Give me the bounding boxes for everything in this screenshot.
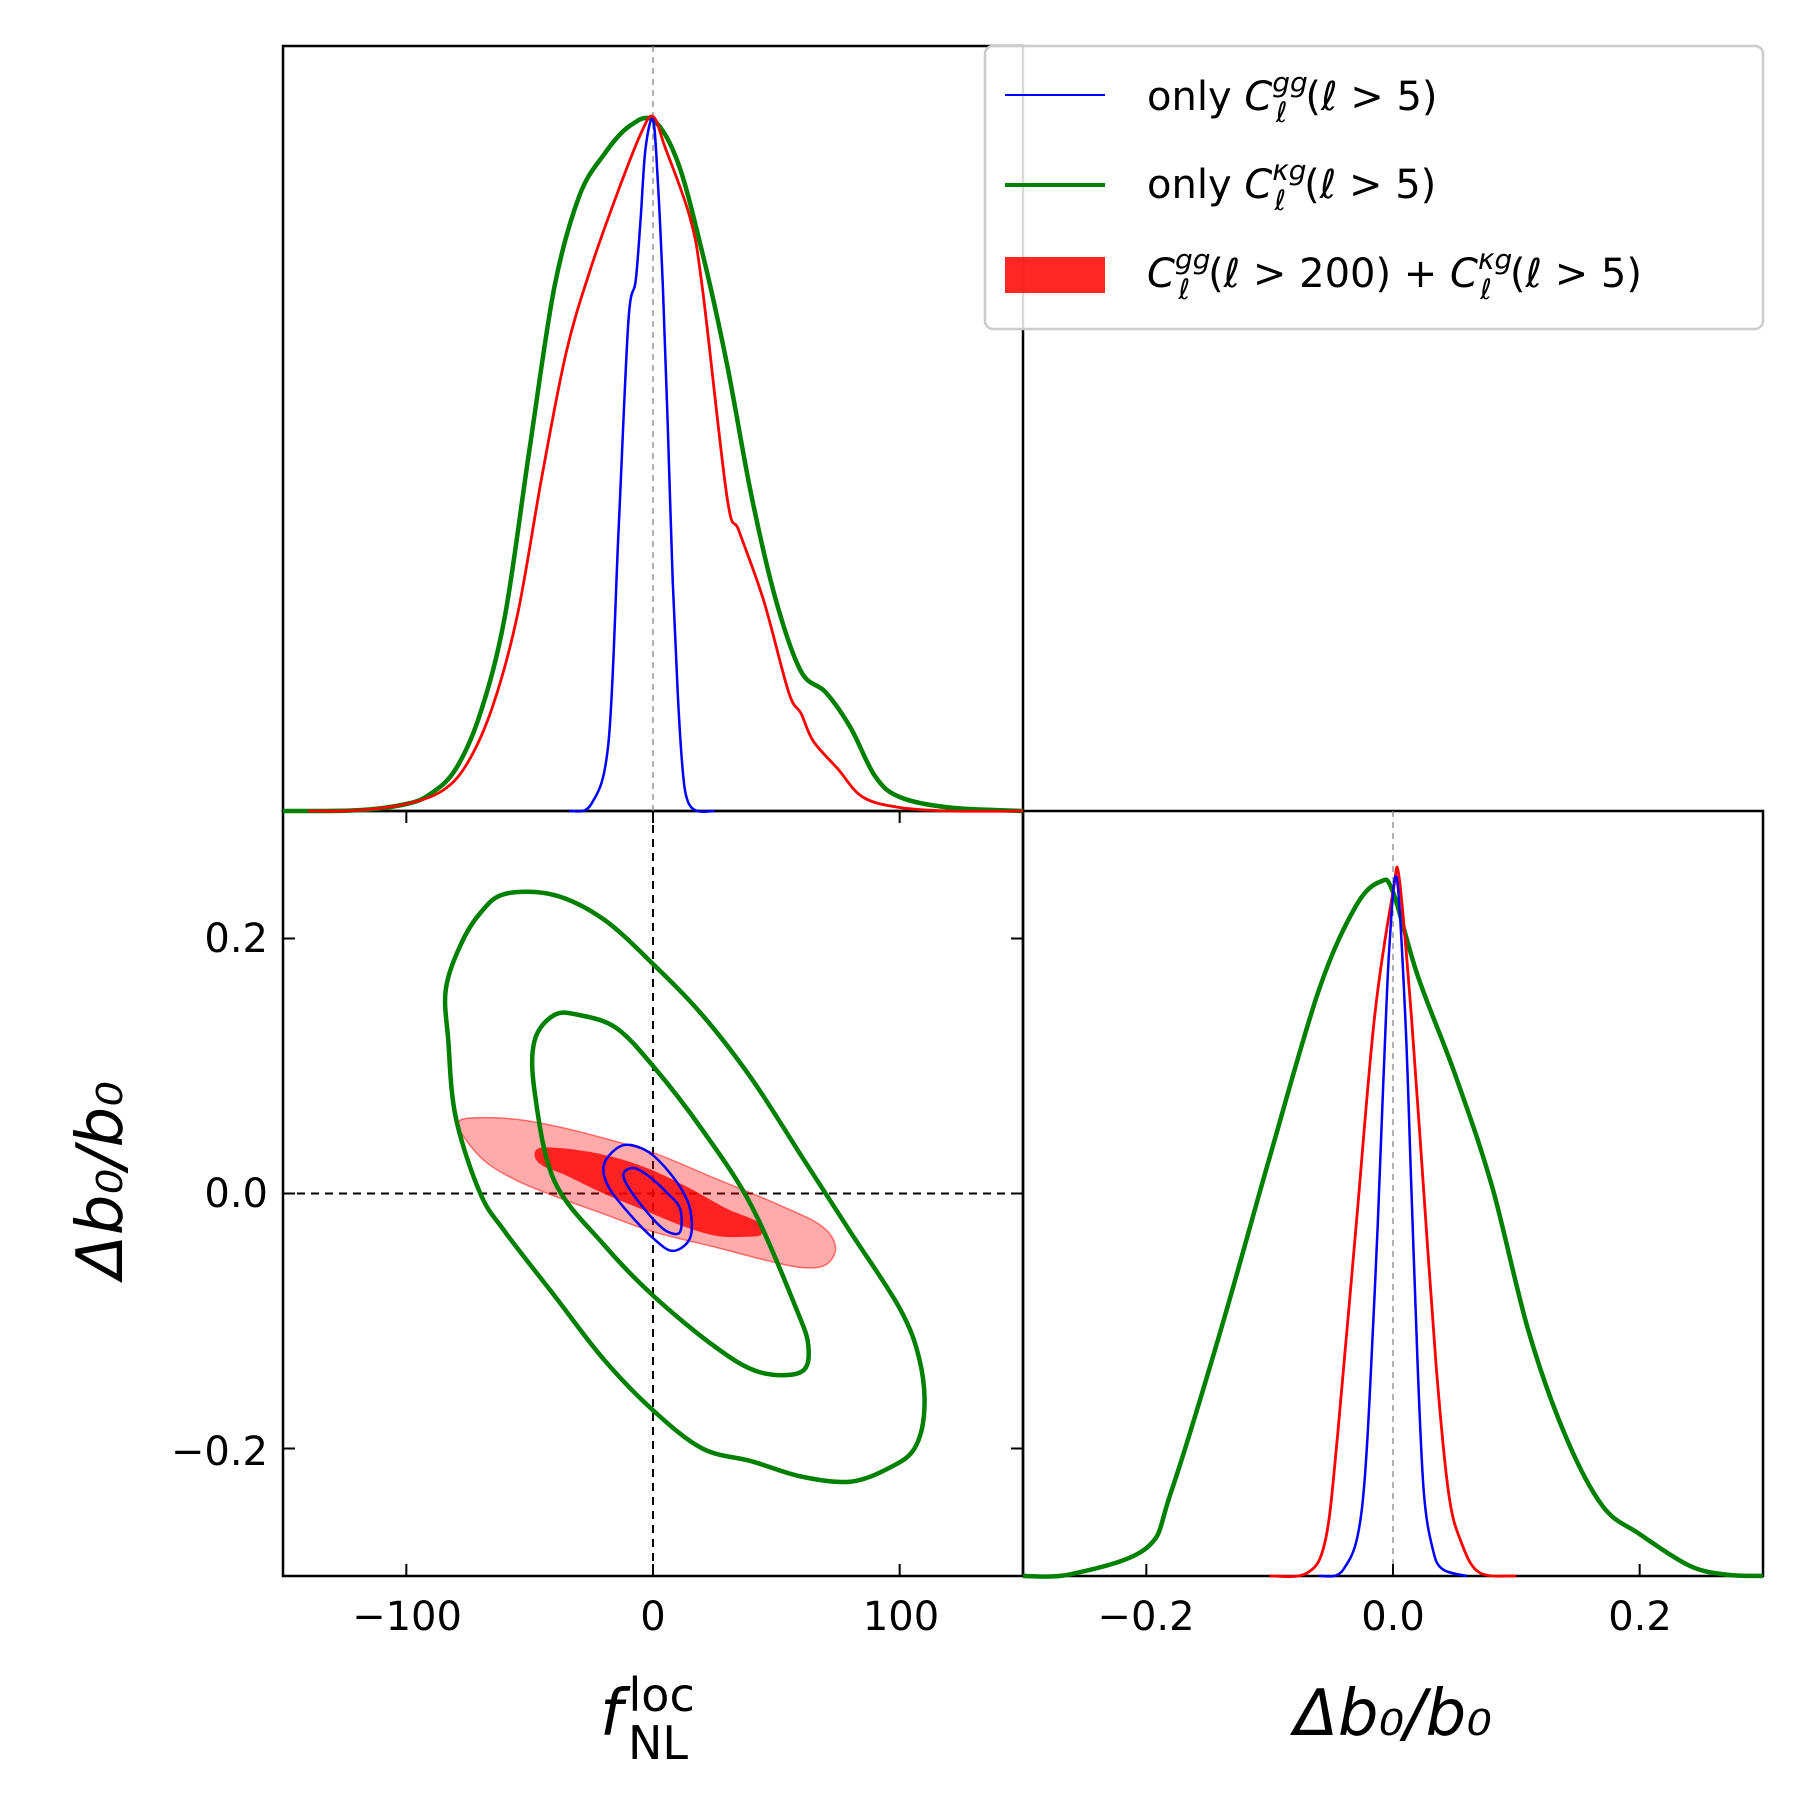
tick-label-fnl-0: 0: [640, 1594, 665, 1640]
legend-frame: [983, 44, 1765, 331]
contour-kg-95: [442, 889, 927, 1485]
legend-kg-tail: (ℓ > 5): [1304, 162, 1436, 208]
tick-label-db-y-neg02: −0.2: [171, 1429, 268, 1475]
x-axis-label-fnl-sub: NL: [628, 1716, 688, 1770]
tick-label-fnl-neg100: −100: [352, 1594, 462, 1640]
x-axis-label-fnl-main: f: [600, 1677, 631, 1751]
legend-entry-kg: only Cκg ℓ (ℓ > 5): [1147, 154, 1436, 217]
legend-kg-C: C: [1244, 162, 1272, 208]
legend-comb-sup2: κg: [1478, 243, 1512, 276]
legend-gg-sub: ℓ: [1275, 96, 1288, 129]
legend-handle-comb: [1005, 257, 1105, 293]
contour-kg-68: [529, 1010, 811, 1378]
legend-comb-sup: gg: [1175, 243, 1211, 276]
tick-label-db-x-neg02: −0.2: [1097, 1594, 1194, 1640]
legend-gg-tail: (ℓ > 5): [1305, 74, 1437, 120]
legend-kg-sub: ℓ: [1274, 184, 1287, 217]
legend-comb-sub2: ℓ: [1479, 273, 1492, 306]
tick-label-db-y-0: 0.0: [204, 1171, 268, 1217]
x-axis-label-db: Δb₀/b₀: [1289, 1677, 1492, 1751]
legend-gg-prefix: only: [1147, 74, 1244, 120]
legend-gg-C: C: [1244, 74, 1272, 120]
legend-entry-comb: Cgg ℓ (ℓ > 200) + Cκg ℓ (ℓ > 5): [1147, 243, 1642, 306]
tick-label-db-x-02: 0.2: [1608, 1594, 1672, 1640]
tick-label-fnl-100: 100: [863, 1594, 939, 1640]
legend-entry-gg: only Cgg ℓ (ℓ > 5): [1147, 66, 1438, 129]
tick-label-db-y-02: 0.2: [204, 916, 268, 962]
legend-gg-sup: gg: [1272, 66, 1308, 99]
x-axis-label-fnl-sup: loc: [629, 1668, 695, 1722]
marginal-db-comb: [1269, 865, 1517, 1578]
legend-comb-tail2: (ℓ > 5): [1510, 251, 1642, 297]
y-axis-label-db: Δb₀/b₀: [64, 1081, 138, 1284]
marginal-db-kg: [1022, 877, 1764, 1579]
contour-gg-95: [602, 1143, 694, 1253]
legend-kg-prefix: only: [1147, 162, 1244, 208]
legend-kg-sup: κg: [1272, 154, 1306, 187]
contour-comb-68: [534, 1147, 763, 1238]
tick-label-db-x-0: 0.0: [1361, 1594, 1425, 1640]
x-axis-label-fnl: f loc NL: [600, 1668, 695, 1770]
marginal-fnl-gg: [568, 117, 715, 813]
marginal-fnl-comb: [307, 114, 1024, 813]
legend-comb-sub: ℓ: [1177, 273, 1190, 306]
legend-comb-tail: (ℓ > 200) +: [1208, 251, 1450, 297]
marginal-db-gg: [1318, 874, 1468, 1578]
contour-gg-68: [622, 1166, 683, 1236]
legend: only Cgg ℓ (ℓ > 5) only Cκg ℓ (ℓ > 5) Cgg ℓ (ℓ…: [983, 44, 1765, 331]
legend-comb-C: C: [1147, 251, 1175, 297]
legend-comb-C2: C: [1450, 251, 1478, 297]
